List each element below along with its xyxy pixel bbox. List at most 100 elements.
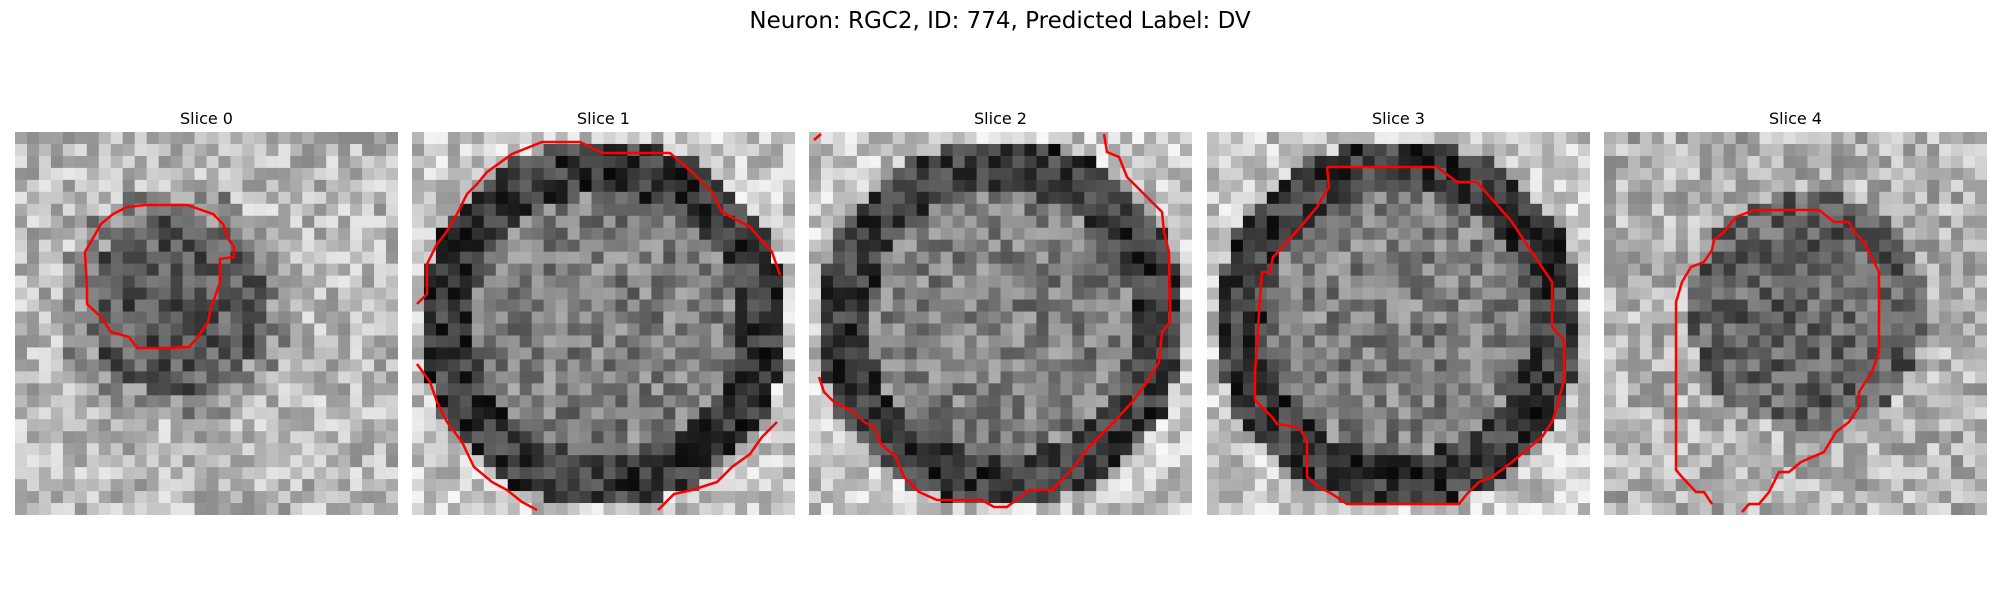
image-pixel bbox=[1218, 179, 1232, 193]
image-pixel bbox=[1554, 287, 1567, 301]
image-pixel bbox=[663, 407, 676, 420]
image-pixel bbox=[904, 407, 918, 420]
image-pixel bbox=[1302, 275, 1316, 289]
image-pixel bbox=[711, 491, 724, 504]
image-pixel bbox=[1338, 239, 1352, 253]
image-pixel bbox=[1735, 299, 1749, 313]
image-pixel bbox=[1144, 503, 1157, 515]
image-pixel bbox=[1470, 155, 1483, 169]
image-pixel bbox=[1156, 395, 1169, 408]
image-pixel bbox=[880, 455, 894, 468]
image-pixel bbox=[1675, 215, 1689, 229]
image-pixel bbox=[1687, 191, 1701, 205]
image-pixel bbox=[1699, 299, 1713, 313]
image-pixel bbox=[1951, 215, 1964, 229]
image-pixel bbox=[1566, 395, 1579, 408]
image-pixel bbox=[1482, 419, 1495, 432]
image-pixel bbox=[15, 467, 28, 480]
image-pixel bbox=[1506, 155, 1519, 169]
image-pixel bbox=[158, 407, 172, 420]
image-pixel bbox=[1048, 383, 1061, 396]
image-pixel bbox=[483, 203, 497, 217]
image-pixel bbox=[1180, 431, 1192, 444]
image-pixel bbox=[412, 143, 425, 157]
image-pixel bbox=[1096, 443, 1109, 456]
image-pixel bbox=[964, 191, 978, 205]
image-pixel bbox=[868, 155, 882, 169]
image-pixel bbox=[1144, 132, 1157, 145]
image-pixel bbox=[1290, 143, 1304, 157]
image-pixel bbox=[170, 491, 184, 504]
image-pixel bbox=[1891, 287, 1904, 301]
image-pixel bbox=[1542, 143, 1555, 157]
image-pixel bbox=[110, 311, 124, 325]
cell-contour-2b bbox=[817, 133, 1172, 509]
image-pixel bbox=[1518, 287, 1531, 301]
image-pixel bbox=[1566, 479, 1579, 492]
image-pixel bbox=[278, 132, 291, 145]
image-pixel bbox=[1747, 287, 1761, 301]
image-pixel bbox=[110, 179, 124, 193]
image-pixel bbox=[1530, 419, 1543, 432]
image-pixel bbox=[976, 371, 990, 384]
image-pixel bbox=[1627, 191, 1641, 205]
image-pixel bbox=[1687, 132, 1701, 145]
image-pixel bbox=[759, 275, 772, 289]
image-pixel bbox=[699, 371, 712, 384]
image-pixel bbox=[1207, 203, 1220, 217]
image-pixel bbox=[386, 407, 398, 420]
image-pixel bbox=[1843, 335, 1856, 349]
image-pixel bbox=[1374, 287, 1388, 301]
image-pixel bbox=[663, 191, 676, 205]
image-pixel bbox=[1326, 311, 1340, 325]
image-pixel bbox=[1180, 239, 1192, 253]
image-pixel bbox=[1855, 407, 1868, 420]
image-pixel bbox=[170, 323, 184, 337]
image-pixel bbox=[1963, 203, 1976, 217]
image-pixel bbox=[1542, 335, 1555, 349]
image-pixel bbox=[1903, 191, 1916, 205]
image-pixel bbox=[591, 383, 605, 396]
image-pixel bbox=[952, 179, 966, 193]
image-pixel bbox=[1482, 299, 1495, 313]
image-pixel bbox=[15, 395, 28, 408]
image-pixel bbox=[1434, 227, 1447, 241]
image-pixel bbox=[374, 167, 387, 181]
image-pixel bbox=[412, 479, 425, 492]
image-pixel bbox=[1362, 335, 1376, 349]
image-pixel bbox=[1120, 287, 1133, 301]
image-pixel bbox=[591, 215, 605, 229]
slice-image-2 bbox=[809, 132, 1192, 515]
image-pixel bbox=[495, 191, 509, 205]
image-pixel bbox=[627, 275, 641, 289]
image-pixel bbox=[206, 419, 220, 432]
image-pixel bbox=[916, 143, 930, 157]
image-pixel bbox=[771, 479, 784, 492]
image-pixel bbox=[1422, 132, 1436, 145]
image-pixel bbox=[1000, 419, 1014, 432]
image-pixel bbox=[543, 323, 557, 337]
image-pixel bbox=[435, 323, 449, 337]
image-pixel bbox=[15, 179, 28, 193]
image-pixel bbox=[675, 263, 688, 277]
image-pixel bbox=[783, 347, 795, 361]
image-pixel bbox=[170, 227, 184, 241]
image-pixel bbox=[880, 143, 894, 157]
image-pixel bbox=[1060, 347, 1073, 361]
image-pixel bbox=[1398, 359, 1412, 372]
image-pixel bbox=[1747, 347, 1761, 361]
image-pixel bbox=[15, 503, 28, 515]
image-pixel bbox=[1434, 215, 1447, 229]
image-pixel bbox=[1242, 203, 1256, 217]
image-pixel bbox=[1915, 203, 1928, 217]
image-pixel bbox=[1096, 407, 1109, 420]
image-pixel bbox=[591, 311, 605, 325]
image-pixel bbox=[74, 263, 88, 277]
image-pixel bbox=[266, 191, 279, 205]
image-pixel bbox=[687, 419, 700, 432]
image-pixel bbox=[1266, 191, 1280, 205]
image-pixel bbox=[1939, 167, 1952, 181]
image-pixel bbox=[1362, 179, 1376, 193]
image-pixel bbox=[1422, 191, 1436, 205]
image-pixel bbox=[615, 227, 629, 241]
